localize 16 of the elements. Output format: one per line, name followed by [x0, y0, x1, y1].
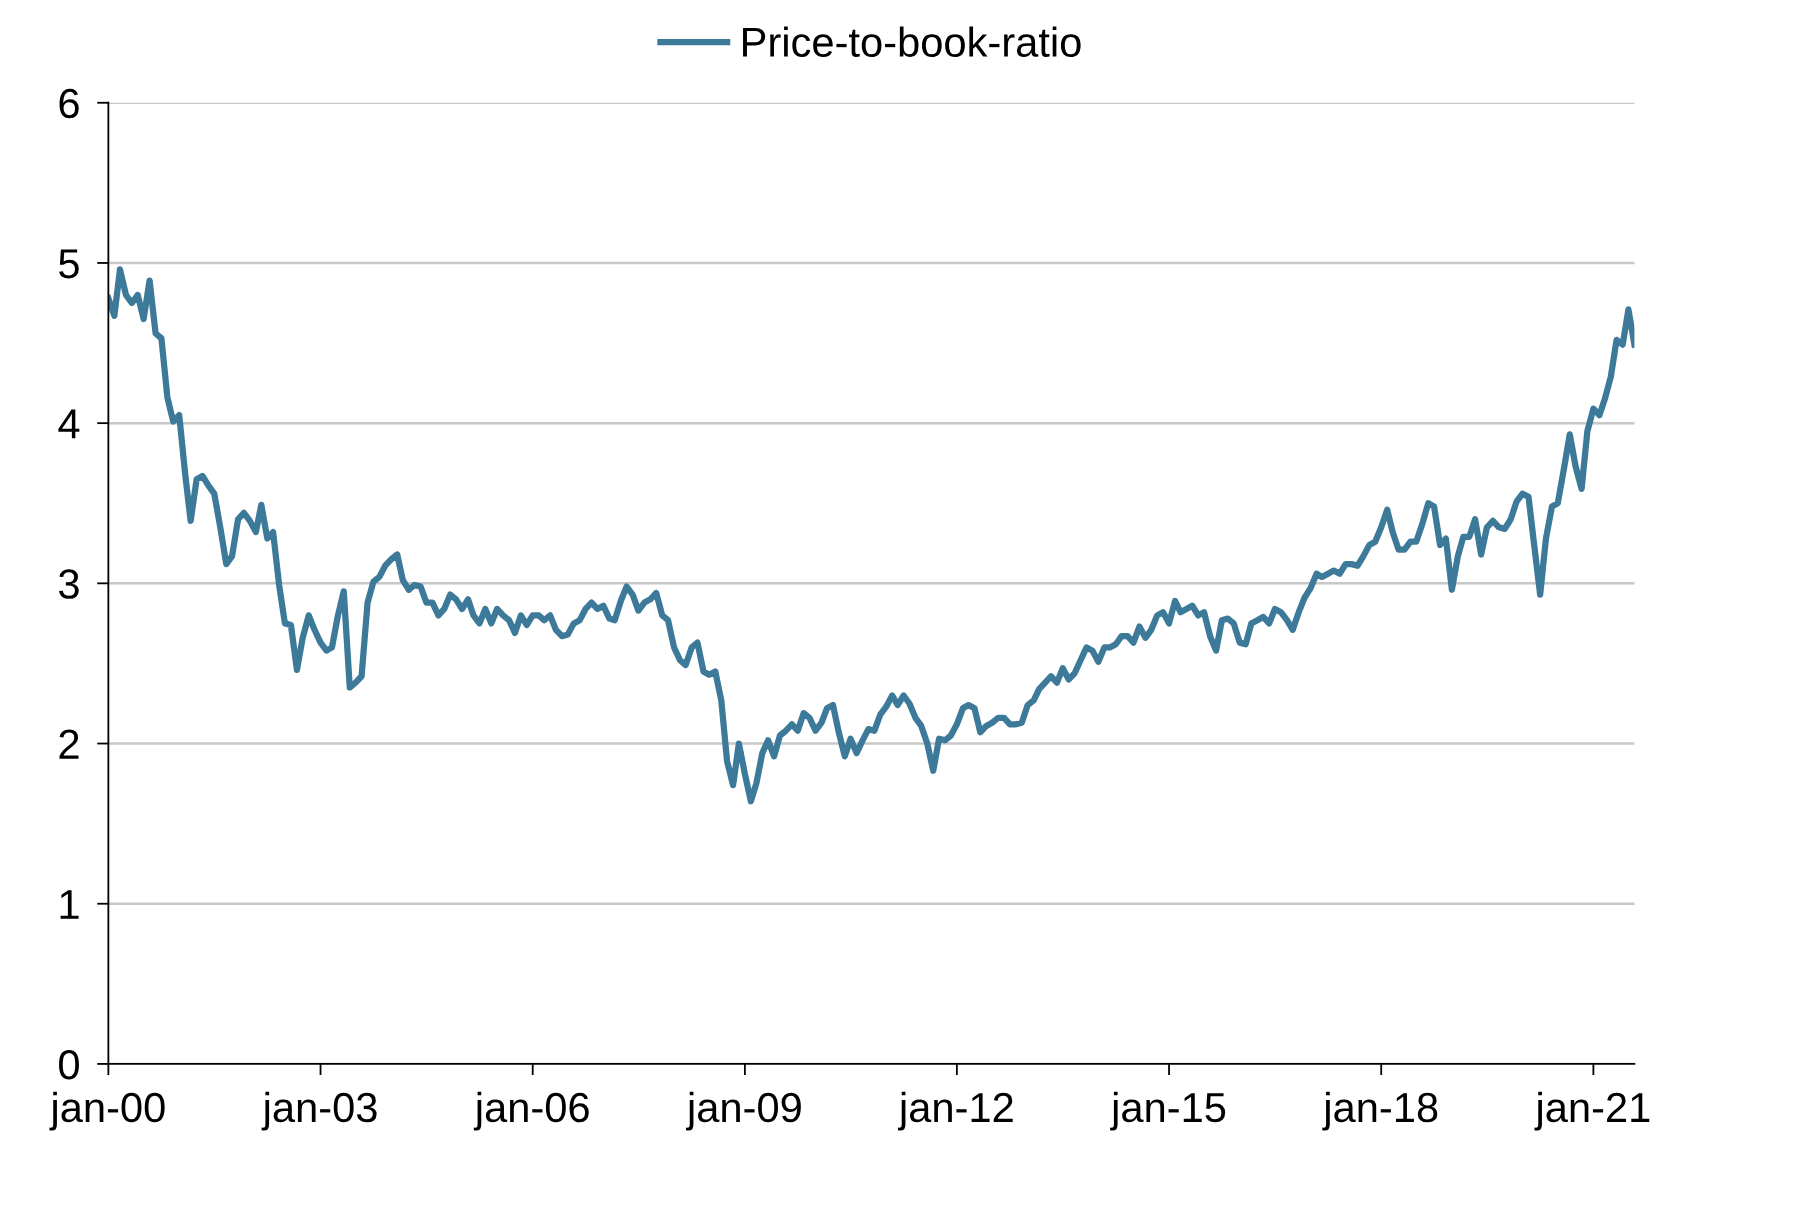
x-tick-label: jan-15 — [1110, 1091, 1226, 1131]
x-tick-label: jan-00 — [49, 1091, 165, 1131]
y-tick-label: 5 — [59, 249, 79, 279]
x-tick-label: jan-06 — [473, 1091, 589, 1131]
x-tick-label: jan-09 — [685, 1091, 801, 1131]
x-tick-label: jan-12 — [897, 1091, 1013, 1131]
y-tick-label: 3 — [59, 569, 79, 599]
x-tick-label: jan-18 — [1322, 1091, 1438, 1131]
legend-label: Price-to-book-ratio — [743, 26, 1081, 58]
y-tick-label: 4 — [58, 409, 80, 439]
y-tick-label: 1 — [60, 890, 79, 919]
y-tick-label: 2 — [59, 729, 79, 759]
y-tick-label: 6 — [59, 88, 79, 119]
x-tick-label: jan-03 — [261, 1091, 377, 1131]
y-tick-label: 0 — [59, 1049, 79, 1080]
x-tick-label: jan-21 — [1534, 1091, 1650, 1131]
